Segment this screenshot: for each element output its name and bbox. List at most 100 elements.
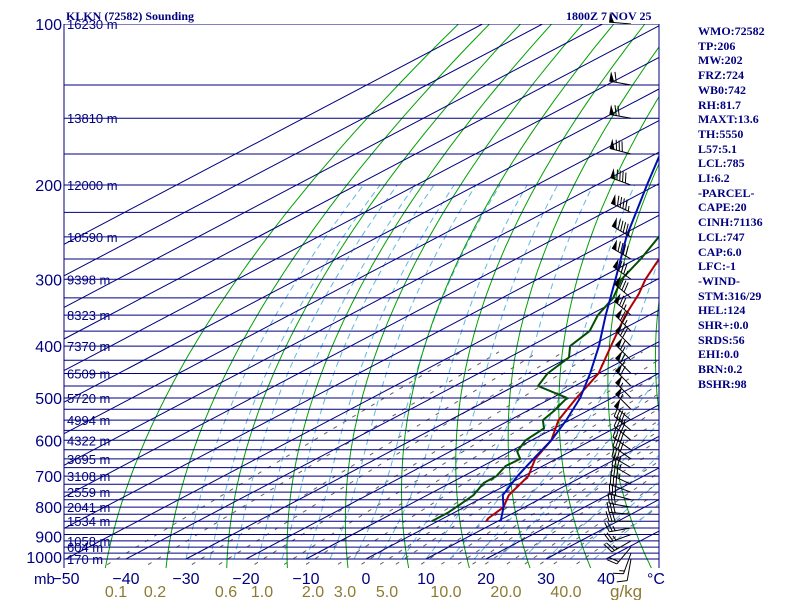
mixing-ratio-line — [100, 351, 462, 568]
mixing-ratio-unit-label: g/kg — [610, 582, 642, 600]
isotherm-line — [64, 88, 659, 403]
wind-barb — [610, 194, 632, 213]
isotherm-line — [64, 214, 659, 530]
wind-barb — [604, 540, 632, 553]
temperature-label: −50 — [52, 571, 79, 588]
wind-barb — [609, 71, 632, 86]
wind-barbs — [603, 12, 632, 583]
mixing-ratio-label: 5.0 — [376, 584, 398, 600]
index-row: SHR+:0.0 — [698, 318, 749, 333]
dry-adiabat-line — [558, 95, 659, 568]
isotherm-line — [64, 151, 659, 466]
temperature-axis-labels: −50 −40 −30 −20 −10 0 10 20 30 40 °C — [52, 571, 665, 588]
pressure-label: 300 — [35, 272, 62, 289]
isotherm-line — [64, 25, 659, 340]
mixing-ratio-line — [465, 439, 659, 568]
mixing-ratio-line — [389, 392, 659, 568]
wind-barb — [612, 258, 632, 280]
pressure-label: 500 — [35, 391, 62, 408]
temperature-unit-label: °C — [647, 571, 665, 588]
mixing-ratio-label: 20.0 — [490, 584, 521, 600]
wind-barb — [613, 276, 632, 299]
mixing-ratio-line — [518, 472, 659, 568]
index-row: EHI:0.0 — [698, 347, 740, 362]
moist-adiabat-line — [425, 184, 594, 560]
mixing-ratio-line — [451, 430, 659, 568]
dry-adiabats — [104, 24, 659, 568]
index-row: -WIND- — [698, 273, 740, 288]
height-label: 4322 m — [67, 433, 110, 448]
index-row: TP:206 — [698, 38, 736, 53]
index-row: BSHR:98 — [698, 376, 747, 391]
index-row: LCL:785 — [698, 156, 745, 171]
sounding-time: 1800Z 7 NOV 25 — [566, 9, 652, 23]
isotherm-line — [64, 24, 483, 245]
temperature-label: 30 — [537, 571, 555, 588]
height-label: 1058 m — [67, 534, 110, 549]
mixing-ratio-lines — [100, 351, 659, 568]
height-label: 3108 m — [67, 469, 110, 484]
index-row: STM:316/29 — [698, 288, 762, 303]
pressure-label: 600 — [35, 433, 62, 450]
mixing-ratio-line — [185, 351, 540, 568]
temperature-line — [485, 257, 659, 522]
parcel-line — [499, 154, 659, 522]
index-row: TH:5550 — [698, 126, 744, 141]
wind-barb — [613, 416, 632, 441]
moist-adiabat-line — [449, 184, 636, 560]
pressure-label: 1000 — [26, 550, 62, 567]
height-label: 2041 m — [67, 500, 110, 515]
mixing-ratio-label: 0.1 — [105, 584, 127, 600]
index-row: RH:81.7 — [698, 97, 741, 112]
mixing-ratio-label: 1.0 — [251, 584, 273, 600]
isotherm-line — [245, 341, 659, 560]
index-row: WB0:742 — [698, 82, 746, 97]
profile-lines — [431, 154, 659, 523]
isotherm-line — [185, 309, 659, 560]
sounding-title: KLKN (72582) Sounding — [66, 9, 195, 23]
index-row: LCL:747 — [698, 229, 745, 244]
height-label: 12000 m — [67, 178, 118, 193]
wind-barb — [615, 308, 632, 332]
pressure-label: 700 — [35, 469, 62, 486]
height-label: 170 m — [67, 552, 103, 567]
mixing-ratio-line — [277, 351, 624, 568]
mixing-ratio-line — [414, 407, 659, 568]
mixing-ratio-line — [478, 447, 659, 568]
isotherm-line — [64, 183, 659, 498]
height-label: 10590 m — [67, 230, 118, 245]
height-label: 16230 m — [67, 17, 118, 32]
index-row: CAP:6.0 — [698, 244, 742, 259]
mixing-ratio-line — [373, 383, 659, 568]
isobars — [64, 24, 659, 560]
mixing-ratio-line — [354, 372, 659, 568]
index-row: HEL:124 — [698, 303, 746, 318]
height-label: 8323 m — [67, 308, 110, 323]
index-row: SRDS:56 — [698, 332, 745, 347]
wind-barb — [604, 521, 632, 533]
moist-adiabat-line — [257, 184, 416, 560]
chart-grid — [64, 24, 659, 568]
height-label: 2559 m — [67, 485, 110, 500]
wind-barb — [611, 217, 632, 238]
mixing-ratio-line — [212, 351, 564, 568]
mixing-ratio-label: 0.2 — [144, 584, 166, 600]
index-row: LFC:-1 — [698, 259, 736, 274]
index-row: -PARCEL- — [698, 185, 755, 200]
temperature-label: 20 — [477, 571, 495, 588]
index-row: WMO:72582 — [698, 24, 765, 38]
wind-barb — [615, 350, 632, 374]
isotherm-line — [64, 120, 659, 435]
wind-barb — [615, 337, 632, 361]
wind-barb — [609, 104, 632, 119]
wind-barb — [613, 552, 632, 575]
wind-barb — [609, 138, 632, 155]
mixing-ratio-label: 2.0 — [302, 584, 324, 600]
height-label: 9398 m — [67, 272, 110, 287]
height-label: 4994 m — [67, 413, 110, 428]
index-row: CAPE:20 — [698, 200, 747, 215]
pressure-unit-label: mb — [34, 571, 55, 588]
indices-panel: WMO:72582 TP:206 MW:202 FRZ:724 WB0:742 RH:81… — [698, 24, 798, 392]
wind-barb — [607, 546, 632, 565]
